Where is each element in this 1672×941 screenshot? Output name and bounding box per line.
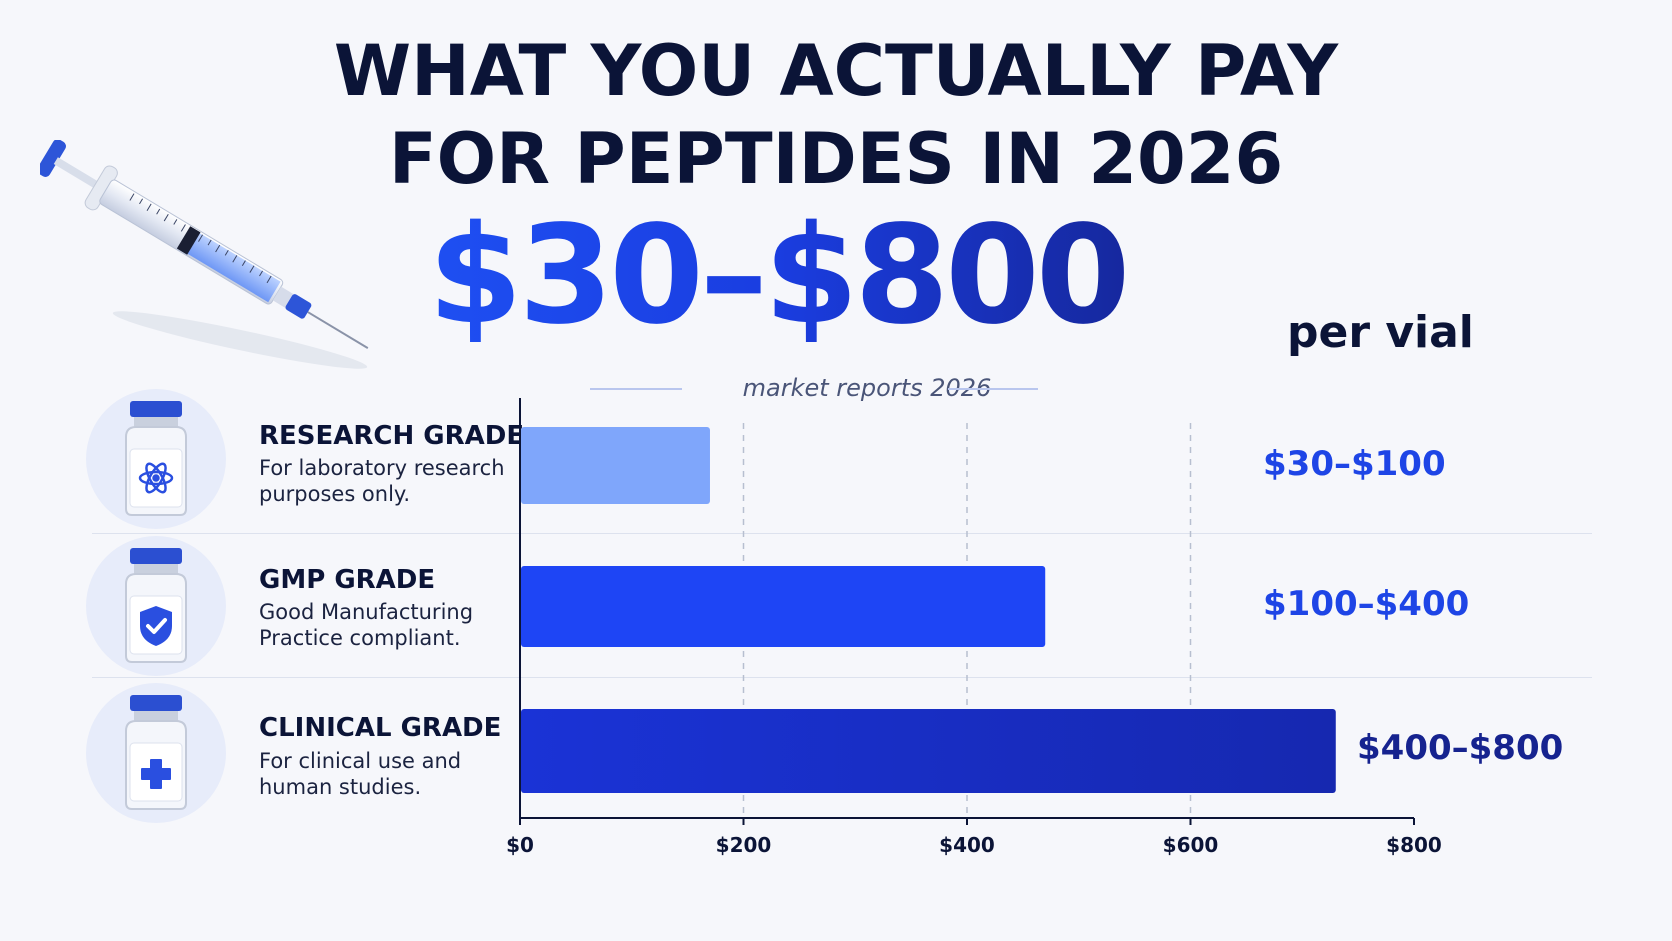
x-tick-label: $0 (506, 833, 534, 857)
title-line-1: WHAT YOU ACTUALLY PAY (333, 30, 1339, 112)
row-separator (92, 677, 1592, 678)
gmp-grade-desc-2: Practice compliant. (259, 626, 461, 650)
x-tick-label: $200 (716, 833, 772, 857)
clinical-grade-vial (86, 683, 226, 823)
x-tick-label: $800 (1386, 833, 1442, 857)
title-line-2: FOR PEPTIDES IN 2026 (388, 118, 1284, 200)
bar-clinical-grade (521, 709, 1336, 793)
research-grade-desc-1: For laboratory research (259, 456, 505, 480)
gmp-grade-desc-1: Good Manufacturing (259, 600, 474, 624)
row-separator (92, 533, 1592, 534)
atom-icon (138, 462, 174, 494)
gmp-grade-title: GMP GRADE (259, 565, 436, 595)
x-tick-label: $400 (939, 833, 995, 857)
research-grade-vial (86, 389, 226, 529)
clinical-grade-desc-1: For clinical use and (259, 749, 462, 773)
research-grade-range-label: $30–$100 (1263, 444, 1446, 484)
price-unit: per vial (1287, 307, 1474, 358)
medical-cross-icon (141, 759, 171, 789)
bar-research-grade (521, 427, 710, 504)
shield-check-icon (140, 606, 172, 646)
syringe-icon (40, 140, 369, 369)
research-grade-title: RESEARCH GRADE (259, 421, 525, 451)
clinical-grade-title: CLINICAL GRADE (259, 713, 502, 743)
gmp-grade-range-label: $100–$400 (1263, 584, 1470, 624)
x-tick-label: $600 (1163, 833, 1219, 857)
gmp-grade-vial (86, 536, 226, 676)
source-rule-left (590, 388, 682, 390)
clinical-grade-range-label: $400–$800 (1357, 728, 1564, 768)
price-range-headline: $30–$800 (428, 197, 1130, 355)
source-rule-right (948, 388, 1038, 390)
bar-gmp-grade (521, 566, 1046, 647)
research-grade-desc-2: purposes only. (259, 482, 411, 506)
clinical-grade-desc-2: human studies. (259, 775, 422, 799)
